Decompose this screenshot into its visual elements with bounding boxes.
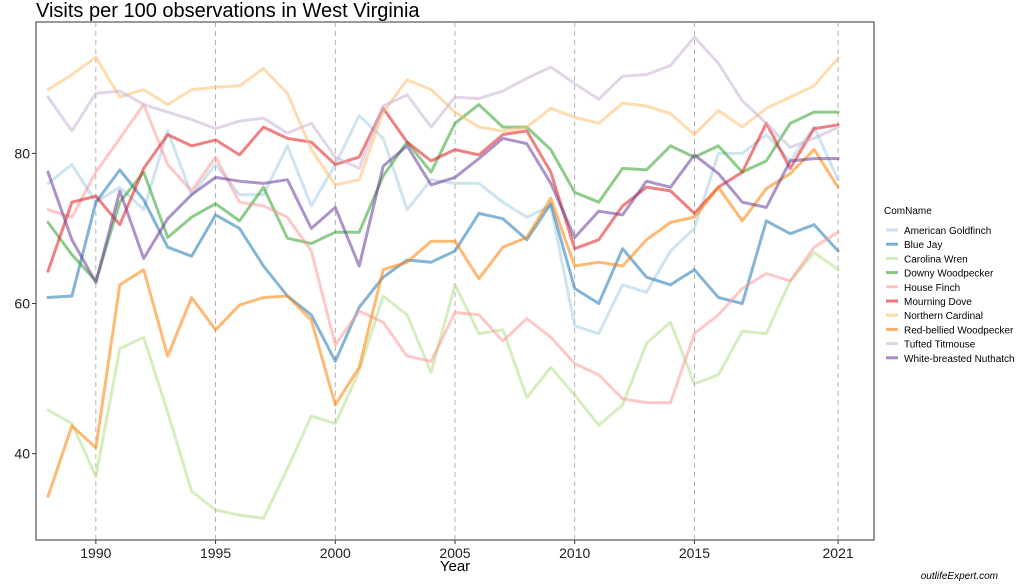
x-tick-label: 1990 xyxy=(80,545,111,561)
series-lines xyxy=(46,35,840,520)
chart-title: Visits per 100 observations in West Virg… xyxy=(36,0,420,22)
series-line-red-bellied-woodpecker xyxy=(46,148,840,498)
legend-label: Downy Woodpecker xyxy=(904,269,994,280)
x-tick-label: 2010 xyxy=(559,545,590,561)
series-line-tufted-titmouse xyxy=(46,35,840,170)
x-tick-label: 2000 xyxy=(320,545,351,561)
watermark: outlifeExpert.com xyxy=(920,571,998,582)
legend-title: ComName xyxy=(884,206,932,217)
plot-panel xyxy=(35,21,875,541)
legend-label: Red-bellied Woodpecker xyxy=(904,325,1014,336)
series-line-downy-woodpecker xyxy=(46,103,840,283)
legend-label: Blue Jay xyxy=(904,240,942,251)
x-tick-label: 2015 xyxy=(679,545,710,561)
x-tick-label: 2021 xyxy=(823,545,854,561)
axes: 1990 1995 2000 2005 2010 2015 2021 40 60 80 Year xyxy=(14,145,853,575)
y-tick-label: 60 xyxy=(14,296,30,312)
series-line-house-finch xyxy=(46,103,840,405)
series-line-northern-cardinal xyxy=(46,55,840,187)
y-tick-label: 40 xyxy=(14,446,30,462)
legend-label: Tufted Titmouse xyxy=(904,340,976,351)
x-axis-label: Year xyxy=(440,558,470,575)
legend-label: Mourning Dove xyxy=(904,297,972,308)
y-tick-label: 80 xyxy=(14,145,30,161)
legend-label: American Goldfinch xyxy=(904,226,991,237)
legend-label: White-breasted Nuthatch xyxy=(904,354,1015,365)
legend-label: House Finch xyxy=(904,283,960,294)
series-line-white-breasted-nuthatch xyxy=(46,136,840,284)
legend: ComName American Goldfinch Blue Jay Carolin… xyxy=(884,206,1015,365)
legend-label: Northern Cardinal xyxy=(904,311,983,322)
series-line-blue-jay xyxy=(46,168,840,363)
legend-label: Carolina Wren xyxy=(904,254,968,265)
x-tick-label: 2005 xyxy=(439,545,470,561)
x-tick-label: 1995 xyxy=(200,545,231,561)
series-line-carolina-wren xyxy=(46,251,840,520)
